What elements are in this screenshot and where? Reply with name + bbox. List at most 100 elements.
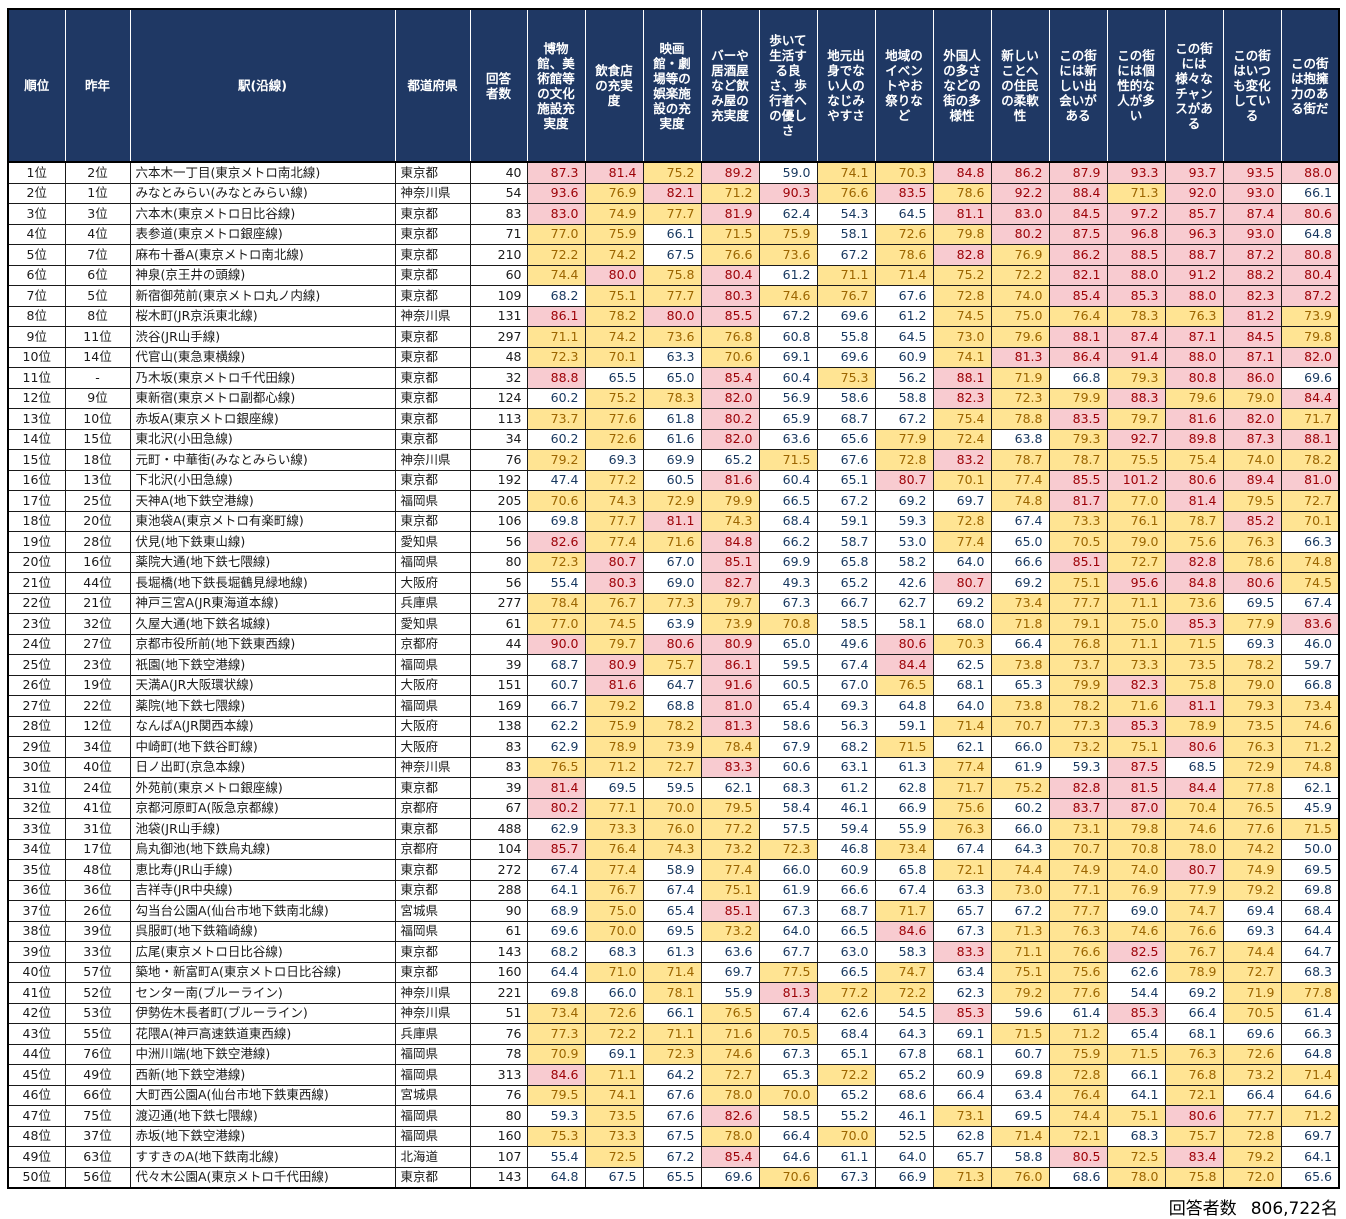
score-cell: 72.8: [874, 449, 934, 471]
score-cell: 70.4: [1164, 797, 1224, 819]
score-cell: 93.3: [1106, 161, 1166, 184]
table-row: 7位 5位 新宿御苑前(東京メトロ丸ノ内線) 東京都 109 68.2 75.1 77.7 80…: [7, 285, 1340, 307]
last-year-cell: 14位: [64, 346, 131, 368]
score-cell: 80.6: [1164, 469, 1224, 491]
table-row: 30位 40位 日ノ出町(京急本線) 神奈川県 83 76.5 71.2 72.7 83.3 60…: [7, 756, 1340, 778]
score-cell: 73.4: [874, 838, 934, 860]
score-cell: 69.5: [584, 777, 644, 799]
score-cell: 75.1: [1106, 1105, 1166, 1127]
score-cell: 74.9: [1222, 859, 1282, 881]
score-cell: 86.0: [1222, 367, 1282, 389]
score-cell: 82.5: [1106, 941, 1166, 963]
score-cell: 79.3: [1222, 695, 1282, 717]
score-cell: 66.3: [1280, 1023, 1340, 1045]
score-cell: 60.4: [758, 469, 818, 491]
score-cell: 82.8: [1048, 777, 1108, 799]
score-cell: 79.7: [700, 592, 760, 614]
score-cell: 76.7: [584, 879, 644, 901]
score-cell: 61.2: [874, 305, 934, 327]
score-cell: 73.5: [1222, 715, 1282, 737]
score-cell: 73.6: [758, 244, 818, 266]
score-cell: 83.3: [932, 941, 992, 963]
score-cell: 58.8: [874, 387, 934, 409]
score-cell: 76.0: [642, 818, 702, 840]
station-cell: 広尾(東京メトロ日比谷線): [129, 941, 396, 963]
score-cell: 71.4: [642, 961, 702, 983]
score-cell: 80.6: [1280, 203, 1340, 225]
score-cell: 80.9: [584, 654, 644, 676]
score-cell: 81.4: [1164, 490, 1224, 512]
score-cell: 62.8: [932, 1125, 992, 1147]
score-cell: 82.3: [1222, 285, 1282, 307]
score-cell: 81.4: [526, 777, 586, 799]
score-cell: 85.1: [700, 900, 760, 922]
score-cell: 73.6: [1164, 592, 1224, 614]
score-cell: 78.3: [642, 387, 702, 409]
score-cell: 81.2: [1222, 305, 1282, 327]
score-cell: 74.8: [1280, 756, 1340, 778]
rank-cell: 33位: [7, 818, 66, 840]
score-cell: 76.4: [1048, 305, 1108, 327]
score-cell: 67.5: [642, 1125, 702, 1147]
score-cell: 85.4: [1048, 285, 1108, 307]
score-cell: 76.6: [1048, 941, 1108, 963]
score-cell: 64.8: [1280, 223, 1340, 245]
score-cell: 75.4: [1164, 449, 1224, 471]
last-year-cell: 25位: [64, 490, 131, 512]
table-row: 42位 53位 伊勢佐木長者町(ブルーライン) 神奈川県 51 73.4 72.6 66.1 7…: [7, 1002, 1340, 1024]
table-row: 43位 55位 花隈A(神戸高速鉄道東西線) 兵庫県 76 77.3 72.2 71.1 71.…: [7, 1023, 1340, 1045]
score-cell: 66.4: [990, 633, 1050, 655]
respondents-cell: 76: [469, 1023, 528, 1045]
header-cell: 順位: [7, 8, 66, 163]
score-cell: 63.3: [932, 879, 992, 901]
score-cell: 61.6: [642, 428, 702, 450]
score-cell: 81.3: [990, 346, 1050, 368]
header-cell: 都道府県: [394, 8, 471, 163]
score-cell: 60.5: [758, 674, 818, 696]
prefecture-cell: 東京都: [394, 428, 471, 450]
score-cell: 73.4: [1280, 695, 1340, 717]
score-cell: 71.0: [584, 961, 644, 983]
score-cell: 73.1: [932, 1105, 992, 1127]
score-cell: 70.7: [990, 715, 1050, 737]
score-cell: 74.2: [1222, 838, 1282, 860]
score-cell: 75.7: [1164, 1125, 1224, 1147]
score-cell: 78.9: [584, 736, 644, 758]
rank-cell: 8位: [7, 305, 66, 327]
score-cell: 59.3: [526, 1105, 586, 1127]
score-cell: 79.8: [1280, 326, 1340, 348]
station-cell: 元町・中華街(みなとみらい線): [129, 449, 396, 471]
last-year-cell: 2位: [64, 161, 131, 184]
score-cell: 73.3: [584, 1125, 644, 1147]
score-cell: 73.3: [1048, 510, 1108, 532]
table-row: 36位 36位 吉祥寺(JR中央線) 東京都 288 64.1 76.7 67.4 75.1 61…: [7, 879, 1340, 901]
score-cell: 83.5: [874, 182, 934, 204]
score-cell: 78.2: [1280, 449, 1340, 471]
score-cell: 65.2: [874, 1064, 934, 1086]
score-cell: 54.5: [874, 1002, 934, 1024]
station-cell: 新宿御苑前(東京メトロ丸ノ内線): [129, 285, 396, 307]
table-row: 6位 6位 神泉(京王井の頭線) 東京都 60 74.4 80.0 75.8 80.4 61.2 7…: [7, 264, 1340, 286]
score-cell: 59.1: [874, 715, 934, 737]
score-cell: 85.3: [1106, 285, 1166, 307]
score-cell: 67.4: [932, 838, 992, 860]
score-cell: 74.0: [1222, 449, 1282, 471]
rank-cell: 17位: [7, 490, 66, 512]
score-cell: 87.4: [1106, 326, 1166, 348]
rank-cell: 38位: [7, 920, 66, 942]
score-cell: 61.3: [874, 756, 934, 778]
score-cell: 69.5: [990, 1105, 1050, 1127]
station-cell: 中洲川端(地下鉄空港線): [129, 1043, 396, 1065]
score-cell: 64.1: [526, 879, 586, 901]
score-cell: 96.8: [1106, 223, 1166, 245]
score-cell: 73.5: [584, 1105, 644, 1127]
score-cell: 69.6: [1280, 367, 1340, 389]
last-year-cell: 17位: [64, 838, 131, 860]
score-cell: 77.0: [1106, 490, 1166, 512]
prefecture-cell: 福岡県: [394, 920, 471, 942]
score-cell: 69.5: [642, 920, 702, 942]
table-row: 32位 41位 京都河原町A(阪急京都線) 京都府 67 80.2 77.1 70.0 79.5…: [7, 797, 1340, 819]
table-header: 順位 昨年 駅(沿線) 都道府県 回答者数 博物館、美術館等の文化施設充実度 飲食店の充実度…: [7, 8, 1340, 163]
score-cell: 66.0: [758, 859, 818, 881]
score-cell: 85.7: [1164, 203, 1224, 225]
